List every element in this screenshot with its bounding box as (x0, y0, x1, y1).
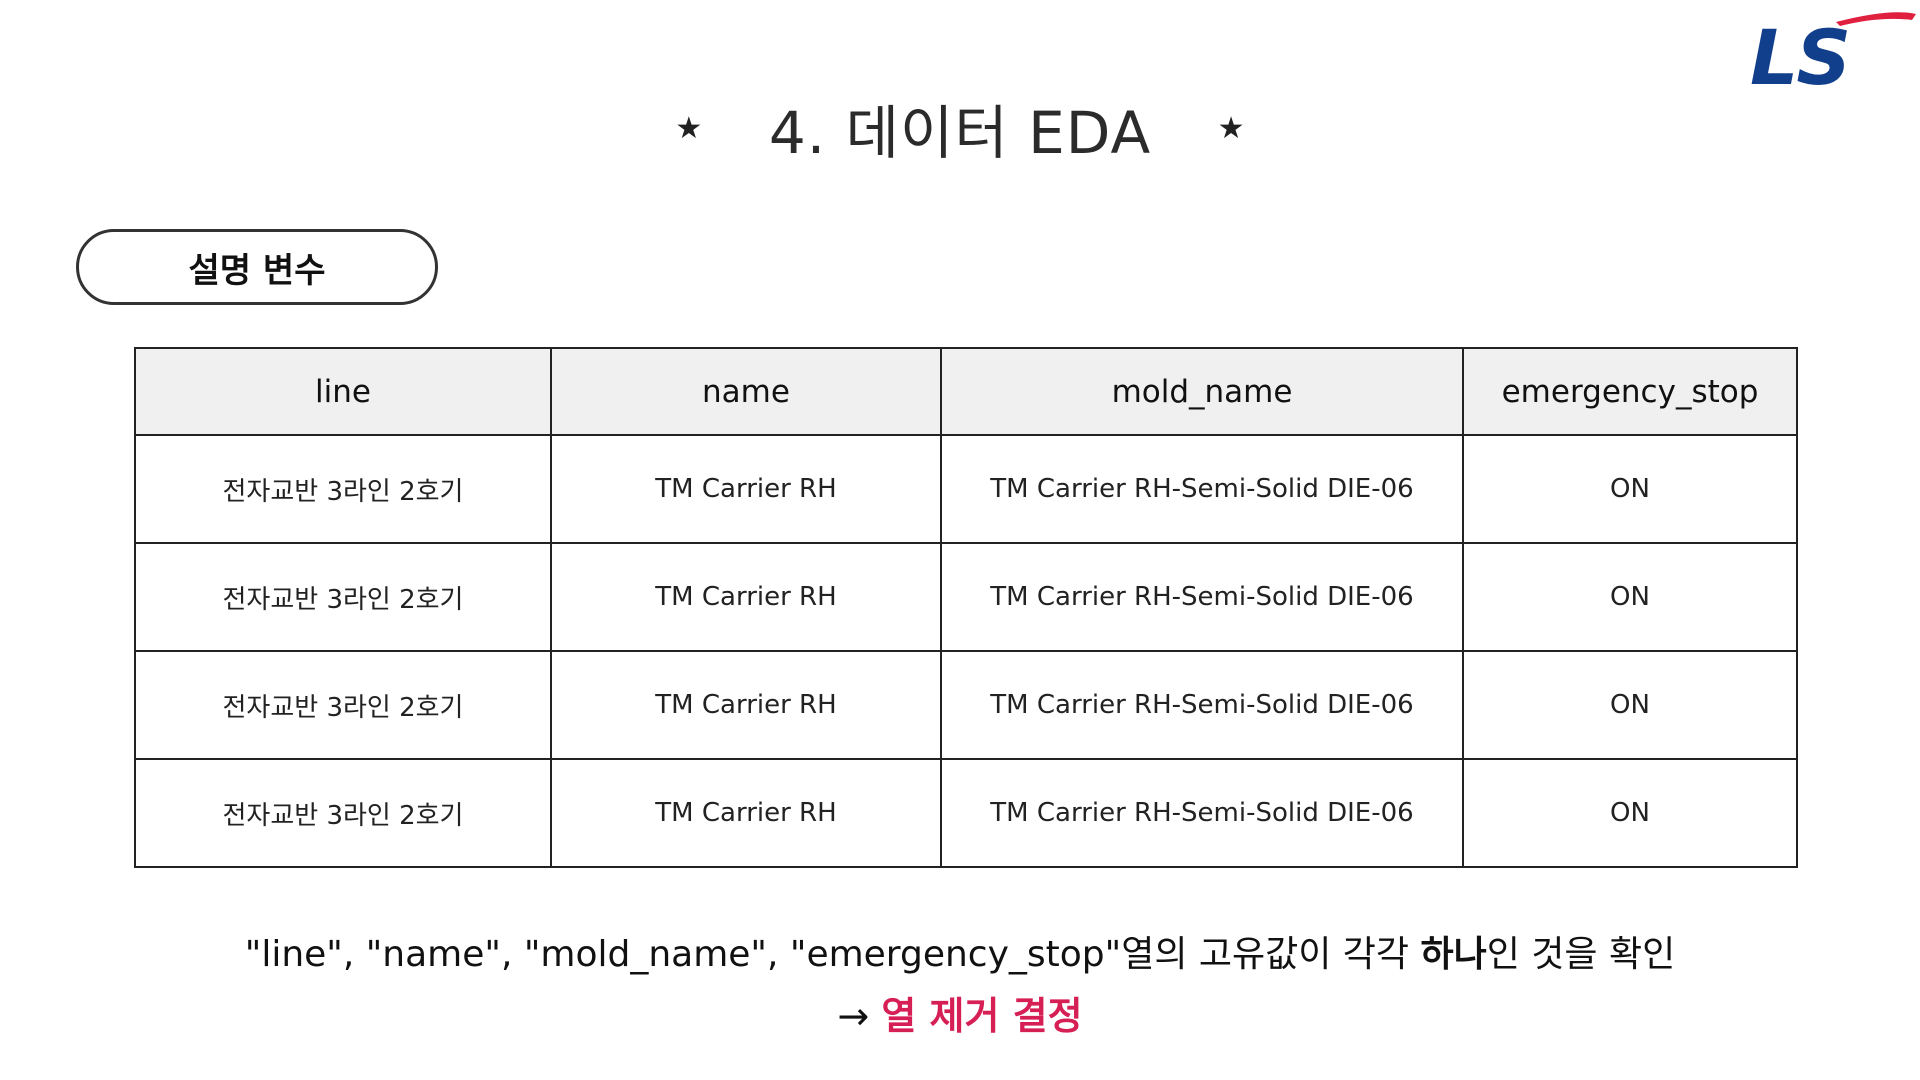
page-title: 4. 데이터 EDA (768, 99, 1152, 167)
cell-name: TM Carrier RH (550, 650, 942, 760)
cell-name: TM Carrier RH (550, 758, 942, 868)
summary-text-emphasis: 하나 (1420, 934, 1487, 975)
table-row: 전자교반 3라인 2호기 TM Carrier RH TM Carrier RH… (134, 542, 1798, 652)
table-row: 전자교반 3라인 2호기 TM Carrier RH TM Carrier RH… (134, 758, 1798, 868)
cell-mold-name: TM Carrier RH-Semi-Solid DIE-06 (940, 542, 1464, 652)
variables-table: line name mold_name emergency_stop 전자교반 … (134, 347, 1798, 868)
decision-text: 열 제거 결정 (881, 994, 1083, 1038)
cell-emergency-stop: ON (1462, 434, 1798, 544)
cell-emergency-stop: ON (1462, 650, 1798, 760)
cell-line: 전자교반 3라인 2호기 (134, 434, 552, 544)
star-left-icon: ★ (675, 110, 703, 146)
cell-name: TM Carrier RH (550, 434, 942, 544)
arrow-right-icon: → (837, 994, 882, 1038)
title-row: ★ 4. 데이터 EDA ★ (0, 88, 1920, 168)
section-label-pill: 설명 변수 (76, 229, 438, 305)
column-header-mold-name: mold_name (940, 347, 1464, 436)
table-row: 전자교반 3라인 2호기 TM Carrier RH TM Carrier RH… (134, 650, 1798, 760)
cell-line: 전자교반 3라인 2호기 (134, 542, 552, 652)
cell-mold-name: TM Carrier RH-Semi-Solid DIE-06 (940, 434, 1464, 544)
logo-text: LS (1750, 13, 1849, 94)
summary-text: "line", "name", "mold_name", "emergency_… (0, 925, 1920, 977)
cell-mold-name: TM Carrier RH-Semi-Solid DIE-06 (940, 650, 1464, 760)
ls-logo: LS (1750, 12, 1916, 94)
conclusion-text: → 열 제거 결정 (0, 985, 1920, 1040)
table-row: 전자교반 3라인 2호기 TM Carrier RH TM Carrier RH… (134, 434, 1798, 544)
column-header-emergency-stop: emergency_stop (1462, 347, 1798, 436)
column-header-line: line (134, 347, 552, 436)
table-header-row: line name mold_name emergency_stop (134, 347, 1798, 436)
cell-emergency-stop: ON (1462, 542, 1798, 652)
cell-mold-name: TM Carrier RH-Semi-Solid DIE-06 (940, 758, 1464, 868)
star-right-icon: ★ (1217, 110, 1245, 146)
logo-swoosh (1836, 12, 1916, 26)
cell-name: TM Carrier RH (550, 542, 942, 652)
cell-line: 전자교반 3라인 2호기 (134, 758, 552, 868)
column-header-name: name (550, 347, 942, 436)
cell-line: 전자교반 3라인 2호기 (134, 650, 552, 760)
cell-emergency-stop: ON (1462, 758, 1798, 868)
section-label: 설명 변수 (188, 250, 326, 291)
summary-text-main: "line", "name", "mold_name", "emergency_… (244, 934, 1421, 975)
summary-text-end: 인 것을 확인 (1486, 934, 1676, 975)
